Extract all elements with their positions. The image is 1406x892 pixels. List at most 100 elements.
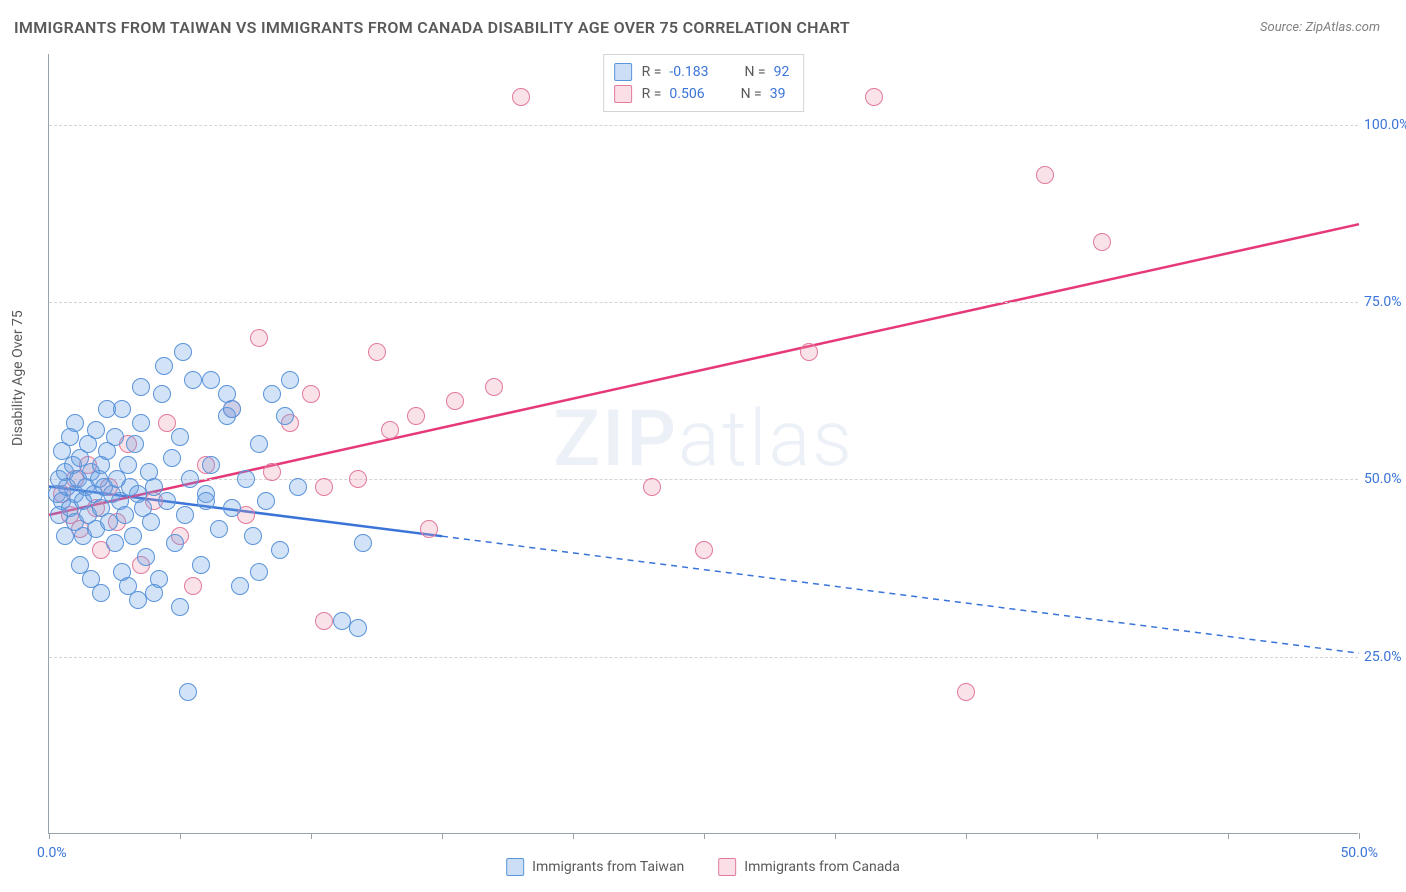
data-point: [106, 428, 124, 446]
data-point: [145, 584, 163, 602]
data-point: [237, 470, 255, 488]
data-point: [145, 478, 163, 496]
data-point: [163, 449, 181, 467]
data-point: [231, 577, 249, 595]
regression-lines: [49, 54, 1358, 833]
x-tick: [1359, 833, 1360, 839]
data-point: [171, 428, 189, 446]
data-point: [171, 598, 189, 616]
data-point: [50, 506, 68, 524]
data-point: [174, 343, 192, 361]
data-point: [512, 88, 530, 106]
x-tick-origin-label: 0.0%: [37, 845, 67, 861]
legend-label-taiwan: Immigrants from Taiwan: [532, 859, 684, 875]
y-tick-label: 100.0%: [1364, 117, 1406, 133]
stats-row-canada: R = 0.506 N = 39: [614, 83, 790, 105]
data-point: [92, 584, 110, 602]
data-point: [381, 421, 399, 439]
plot-area: ZIPatlas R = -0.183 N = 92 R = 0.506 N =…: [48, 54, 1358, 834]
data-point: [315, 478, 333, 496]
data-point: [1093, 233, 1111, 251]
data-point: [192, 556, 210, 574]
n-value-taiwan: 92: [774, 61, 790, 83]
data-point: [202, 371, 220, 389]
gridline-h: [49, 657, 1358, 658]
data-point: [354, 534, 372, 552]
data-point: [113, 400, 131, 418]
chart-title: IMMIGRANTS FROM TAIWAN VS IMMIGRANTS FRO…: [14, 18, 850, 37]
data-point: [202, 456, 220, 474]
data-point: [257, 492, 275, 510]
data-point: [119, 456, 137, 474]
data-point: [210, 520, 228, 538]
swatch-taiwan: [506, 858, 524, 876]
data-point: [263, 385, 281, 403]
r-value-taiwan: -0.183: [669, 61, 708, 83]
source-attribution: Source: ZipAtlas.com: [1260, 20, 1380, 35]
x-tick: [49, 833, 50, 839]
source-name: ZipAtlas.com: [1305, 20, 1380, 35]
data-point: [126, 435, 144, 453]
y-tick-label: 75.0%: [1364, 294, 1406, 310]
data-point: [420, 520, 438, 538]
data-point: [124, 527, 142, 545]
data-point: [250, 563, 268, 581]
data-point: [184, 577, 202, 595]
legend-item-canada: Immigrants from Canada: [718, 858, 900, 876]
data-point: [223, 499, 241, 517]
x-tick: [704, 833, 705, 839]
legend-label-canada: Immigrants from Canada: [744, 859, 900, 875]
data-point: [158, 414, 176, 432]
data-point: [276, 407, 294, 425]
data-point: [153, 385, 171, 403]
data-point: [695, 541, 713, 559]
data-point: [106, 534, 124, 552]
n-value-canada: 39: [770, 83, 786, 105]
data-point: [289, 478, 307, 496]
data-point: [281, 371, 299, 389]
data-point: [302, 385, 320, 403]
data-point: [155, 357, 173, 375]
y-tick-label: 50.0%: [1364, 471, 1406, 487]
data-point: [166, 534, 184, 552]
x-tick: [966, 833, 967, 839]
stats-row-taiwan: R = -0.183 N = 92: [614, 61, 790, 83]
data-point: [957, 683, 975, 701]
source-prefix: Source:: [1260, 20, 1305, 35]
x-tick: [835, 833, 836, 839]
swatch-canada: [614, 85, 632, 103]
gridline-h: [49, 125, 1358, 126]
data-point: [271, 541, 289, 559]
x-tick: [1228, 833, 1229, 839]
data-point: [56, 527, 74, 545]
data-point: [158, 492, 176, 510]
y-axis-label: Disability Age Over 75: [10, 310, 26, 446]
swatch-canada: [718, 858, 736, 876]
data-point: [53, 442, 71, 460]
data-point: [132, 414, 150, 432]
x-tick-end-label: 50.0%: [1340, 845, 1378, 861]
data-point: [132, 378, 150, 396]
data-point: [98, 400, 116, 418]
data-point: [181, 470, 199, 488]
series-legend: Immigrants from Taiwan Immigrants from C…: [506, 858, 900, 876]
data-point: [197, 492, 215, 510]
x-tick: [180, 833, 181, 839]
data-point: [137, 548, 155, 566]
data-point: [142, 513, 160, 531]
x-tick: [311, 833, 312, 839]
data-point: [865, 88, 883, 106]
gridline-h: [49, 302, 1358, 303]
regression-line: [442, 536, 1359, 653]
legend-item-taiwan: Immigrants from Taiwan: [506, 858, 684, 876]
data-point: [223, 400, 241, 418]
data-point: [116, 506, 134, 524]
data-point: [176, 506, 194, 524]
n-eq-label: N =: [741, 83, 762, 105]
watermark-thin: atlas: [678, 393, 854, 484]
data-point: [800, 343, 818, 361]
data-point: [250, 329, 268, 347]
data-point: [407, 407, 425, 425]
r-eq-label: R =: [642, 83, 662, 105]
n-eq-label: N =: [744, 61, 765, 83]
